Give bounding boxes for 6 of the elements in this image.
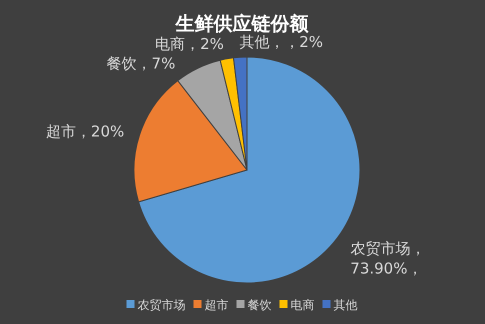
legend-label: 餐饮 — [248, 298, 272, 312]
legend-label: 其他 — [334, 298, 358, 312]
legend-label: 超市 — [204, 298, 228, 312]
title: 生鲜供应链份额 — [176, 13, 308, 35]
legend-label: 电商 — [290, 298, 314, 312]
legend-label: 农贸市场 — [138, 298, 186, 312]
